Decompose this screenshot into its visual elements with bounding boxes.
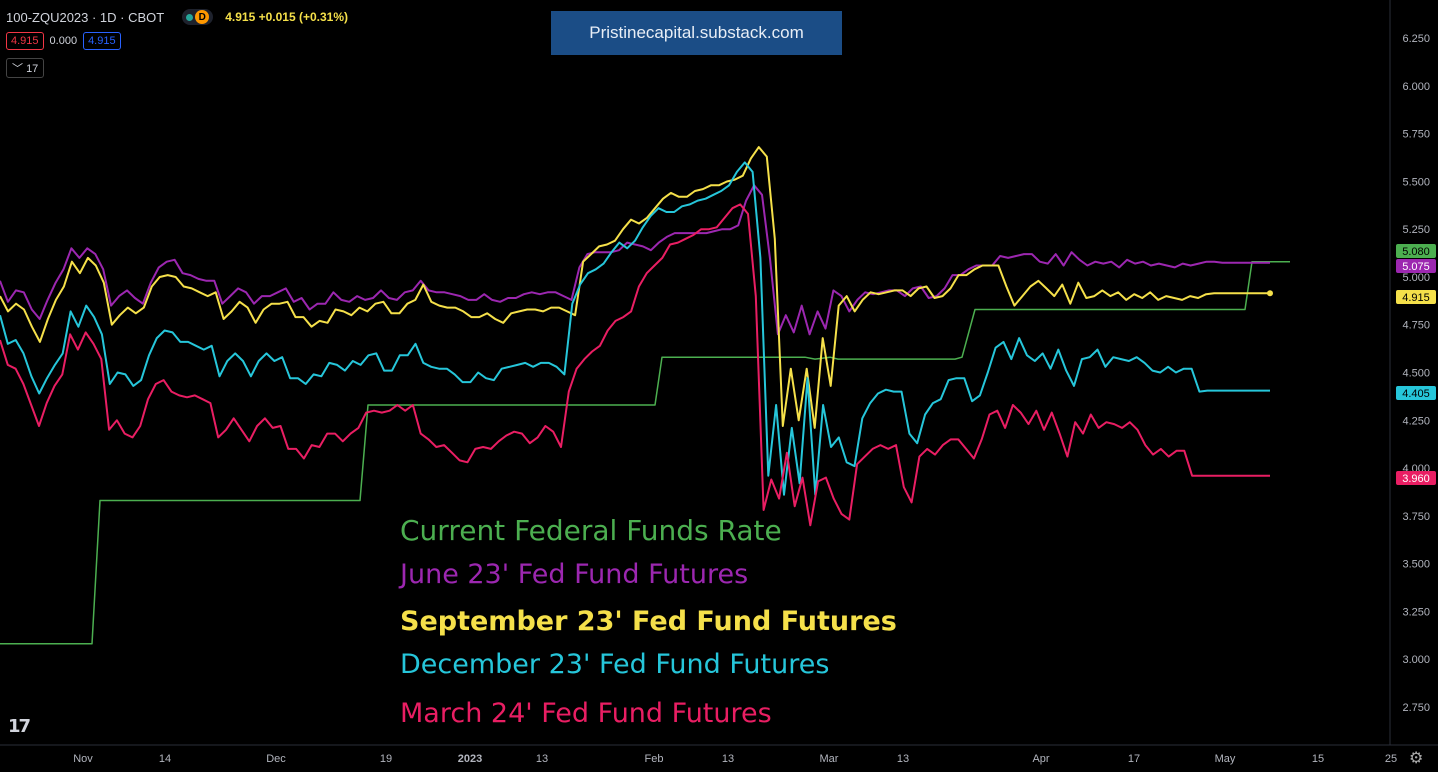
- price-tick-label: 4.500: [1402, 368, 1430, 380]
- bid-price[interactable]: 4.915: [6, 32, 44, 50]
- last-value-labels: 5.080 5.075 4.915 4.405 3.960: [1396, 244, 1436, 485]
- december-23-line: [0, 161, 1270, 496]
- last-value-label: 5.080: [1396, 244, 1436, 258]
- legend-september-23: September 23' Fed Fund Futures: [400, 606, 897, 637]
- watermark-banner: Pristinecapital.substack.com: [551, 11, 842, 55]
- legend-june-23: June 23' Fed Fund Futures: [400, 559, 749, 590]
- last-value-label: 3.960: [1396, 471, 1436, 485]
- time-tick-label: 13: [897, 753, 909, 765]
- svg-text:4.915: 4.915: [1402, 292, 1430, 304]
- september-23-line: [0, 146, 1270, 429]
- symbol-header[interactable]: 100-ZQU2023 · 1D · CBOT D 4.915 +0.015 (…: [6, 9, 348, 25]
- price-tick-label: 4.750: [1402, 320, 1430, 332]
- legend-december-23: December 23' Fed Fund Futures: [400, 649, 830, 680]
- status-dots: D: [182, 9, 214, 25]
- time-tick-label: 13: [536, 753, 548, 765]
- price-tick-label: 3.250: [1402, 606, 1430, 618]
- gear-icon[interactable]: ⚙: [1409, 750, 1424, 767]
- price-tick-label: 6.250: [1402, 33, 1430, 45]
- price-tick-label: 2.750: [1402, 702, 1430, 714]
- time-tick-label: Feb: [645, 753, 664, 765]
- time-tick-label: 13: [722, 753, 734, 765]
- price-tick-label: 5.000: [1402, 272, 1430, 284]
- ask-price[interactable]: 4.915: [83, 32, 121, 50]
- price-tick-label: 3.500: [1402, 559, 1430, 571]
- delayed-data-icon: D: [195, 10, 210, 24]
- price-tick-label: 5.750: [1402, 129, 1430, 141]
- legend-fed-funds-rate: Current Federal Funds Rate: [400, 514, 782, 547]
- svg-text:5.075: 5.075: [1402, 261, 1430, 273]
- time-tick-label: 14: [159, 753, 171, 765]
- last-point-marker: [1267, 290, 1273, 297]
- time-tick-label: Nov: [73, 753, 93, 765]
- symbol-title[interactable]: 100-ZQU2023 · 1D · CBOT: [6, 9, 165, 25]
- time-tick-label: 25: [1385, 753, 1397, 765]
- time-tick-label: 15: [1312, 753, 1324, 765]
- last-value-label: 4.915: [1396, 290, 1436, 304]
- indicator-count: 17: [26, 63, 39, 75]
- price-tick-label: 5.500: [1402, 176, 1430, 188]
- svg-text:3.960: 3.960: [1402, 473, 1430, 485]
- market-status-icon: [186, 13, 194, 21]
- time-tick-label: 17: [1128, 753, 1140, 765]
- price-tick-label: 5.250: [1402, 224, 1430, 236]
- time-tick-label: 2023: [458, 753, 482, 765]
- chevron-down-icon: ﹀: [12, 63, 23, 75]
- time-tick-label: Mar: [820, 753, 839, 765]
- price-tick-label: 3.750: [1402, 511, 1430, 523]
- svg-text:5.080: 5.080: [1402, 246, 1430, 258]
- price-tick-label: 3.000: [1402, 654, 1430, 666]
- legend-march-24: March 24' Fed Fund Futures: [400, 698, 772, 729]
- march-24-line: [0, 203, 1270, 527]
- time-tick-label: Apr: [1032, 753, 1049, 765]
- price-tick-label: 6.000: [1402, 81, 1430, 93]
- time-axis[interactable]: Nov 14 Dec 19 2023 13 Feb 13 Mar 13 Apr 17 May 15 25: [73, 753, 1397, 765]
- last-value-label: 5.075: [1396, 259, 1436, 273]
- fed-funds-rate-line: [0, 260, 1290, 645]
- price-tick-label: 4.250: [1402, 415, 1430, 427]
- svg-text:4.405: 4.405: [1402, 388, 1430, 400]
- last-value-label: 4.405: [1396, 386, 1436, 400]
- indicators-toggle[interactable]: ﹀ 17: [6, 58, 45, 78]
- spread-value: 0.000: [49, 35, 78, 47]
- price-axis[interactable]: 6.250 6.000 5.750 5.500 5.250 5.000 4.750 4.500…: [1402, 33, 1430, 714]
- time-tick-label: Dec: [266, 753, 286, 765]
- time-tick-label: May: [1215, 753, 1236, 765]
- time-tick-label: 19: [380, 753, 392, 765]
- bid-ask-row: 4.915 0.000 4.915: [6, 32, 121, 50]
- ohlc-values: 4.915 +0.015 (+0.31%): [225, 10, 348, 24]
- june-23-line: [0, 184, 1270, 336]
- series-layer: [0, 146, 1290, 645]
- tradingview-logo-icon[interactable]: 17: [8, 716, 31, 737]
